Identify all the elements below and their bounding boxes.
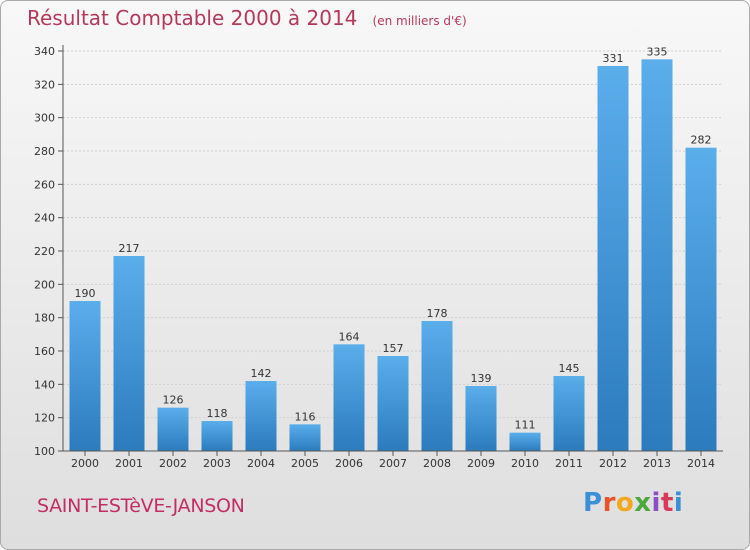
y-tick-label: 200 [34, 278, 55, 291]
bar-2001 [113, 256, 145, 451]
data-label: 139 [471, 372, 492, 385]
x-tick-label: 2005 [291, 457, 319, 470]
x-tick-label: 2004 [247, 457, 275, 470]
x-tick-label: 2012 [599, 457, 627, 470]
y-tick-label: 240 [34, 212, 55, 225]
x-tick-label: 2003 [203, 457, 231, 470]
chart-subtitle: (en milliers d'€) [372, 14, 467, 28]
bar-2003 [201, 421, 233, 451]
x-tick-label: 2011 [555, 457, 583, 470]
data-label: 145 [559, 362, 580, 375]
data-label: 190 [75, 287, 96, 300]
bar-2010 [509, 432, 541, 451]
x-tick-label: 2002 [159, 457, 187, 470]
y-tick-label: 120 [34, 412, 55, 425]
bar-2002 [157, 407, 189, 451]
data-label: 331 [603, 52, 624, 65]
bar-2009 [465, 386, 497, 451]
x-tick-label: 2006 [335, 457, 363, 470]
data-label: 142 [251, 367, 272, 380]
title-block: Résultat Comptable 2000 à 2014 (en milli… [27, 6, 467, 30]
bar-2011 [553, 376, 585, 451]
data-label: 335 [647, 45, 668, 58]
bar-2013 [641, 59, 673, 451]
y-tick-label: 100 [34, 445, 55, 458]
bar-2008 [421, 321, 453, 451]
y-tick-label: 340 [34, 45, 55, 58]
x-tick-label: 2001 [115, 457, 143, 470]
y-tick-label: 180 [34, 312, 55, 325]
x-tick-label: 2014 [687, 457, 715, 470]
bar-2004 [245, 381, 277, 451]
x-tick-label: 2000 [71, 457, 99, 470]
bar-2007 [377, 356, 409, 451]
y-tick-label: 320 [34, 78, 55, 91]
y-tick-label: 140 [34, 378, 55, 391]
y-tick-label: 220 [34, 245, 55, 258]
data-label: 118 [207, 407, 228, 420]
data-label: 164 [339, 330, 360, 343]
place-name: SAINT-ESTèVE-JANSON [37, 495, 245, 517]
data-label: 116 [295, 410, 316, 423]
data-label: 282 [691, 134, 712, 147]
bar-2012 [597, 66, 629, 451]
x-tick-label: 2010 [511, 457, 539, 470]
bar-2005 [289, 424, 321, 451]
x-tick-label: 2008 [423, 457, 451, 470]
x-tick-label: 2009 [467, 457, 495, 470]
y-tick-label: 260 [34, 178, 55, 191]
data-label: 178 [427, 307, 448, 320]
bar-2000 [69, 301, 101, 451]
x-tick-label: 2007 [379, 457, 407, 470]
chart-title: Résultat Comptable 2000 à 2014 [27, 6, 358, 30]
data-label: 217 [119, 242, 140, 255]
x-tick-label: 2013 [643, 457, 671, 470]
data-label: 111 [515, 419, 536, 432]
y-tick-label: 280 [34, 145, 55, 158]
bar-2006 [333, 344, 365, 451]
data-label: 126 [163, 394, 184, 407]
proxiti-logo: Proxiti [583, 488, 684, 518]
data-label: 157 [383, 342, 404, 355]
y-tick-label: 300 [34, 112, 55, 125]
bar-2014 [685, 147, 717, 451]
y-tick-label: 160 [34, 345, 55, 358]
